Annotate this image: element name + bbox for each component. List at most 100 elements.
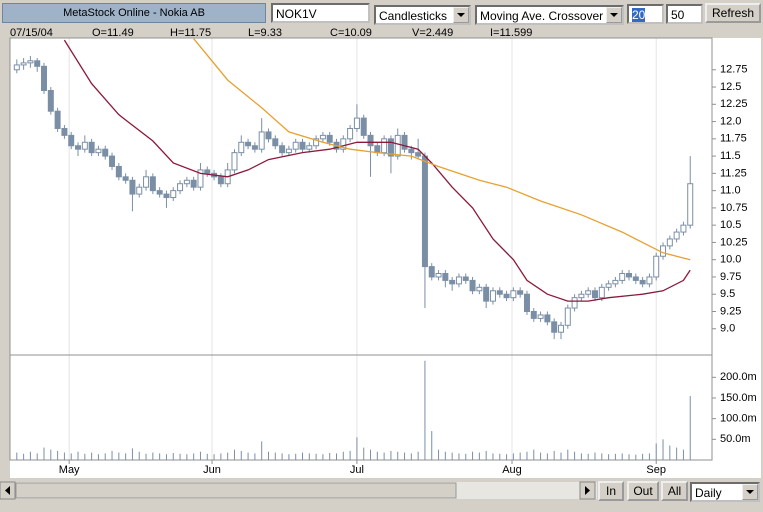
info-close: C=10.09 <box>330 27 372 39</box>
candle-body <box>632 276 639 281</box>
zoom-out-button[interactable]: Out <box>627 481 659 501</box>
zoom-all-button[interactable]: All <box>661 481 688 501</box>
candle-body <box>612 279 619 285</box>
candle-body <box>605 283 612 288</box>
y-tick-label: 10.0 <box>720 254 741 266</box>
candle-body <box>374 145 381 154</box>
y-tick-label: 9.5 <box>720 288 735 300</box>
zoom-in-button[interactable]: In <box>598 481 624 501</box>
candle-body <box>462 276 469 281</box>
arrow-icon <box>5 486 10 495</box>
candle-body <box>680 224 687 233</box>
candle-body <box>129 179 136 195</box>
selected-text: 20 <box>632 8 646 22</box>
plot-frame <box>9 37 713 461</box>
scrollbar-thumb[interactable] <box>15 482 457 499</box>
symbol-input[interactable]: NOK1V <box>271 3 370 23</box>
info-low: L=9.33 <box>248 27 282 39</box>
candle-body <box>163 193 170 199</box>
candle-body <box>455 276 462 285</box>
candle-body <box>503 293 510 299</box>
y-tick-label: 12.75 <box>720 64 748 76</box>
moving-average-line <box>63 39 691 302</box>
candle-body <box>435 273 442 278</box>
candle-body <box>530 310 537 319</box>
candle-body <box>319 134 326 140</box>
select-text: Moving Ave. Crossover <box>480 9 604 23</box>
candle-body <box>469 279 476 292</box>
candle-body <box>285 148 292 154</box>
candle-body <box>258 131 265 150</box>
candle-body <box>75 145 82 150</box>
candle-body <box>428 266 435 278</box>
candle-body <box>204 169 211 174</box>
y-tick-label: 11.5 <box>720 150 741 162</box>
candle-body <box>415 152 422 157</box>
candle-body <box>156 190 163 195</box>
candle-body <box>421 155 428 268</box>
candle-body <box>34 60 41 67</box>
chart-style-select[interactable]: Candlesticks <box>374 5 471 25</box>
chart-background <box>10 38 761 478</box>
candle-body <box>231 152 238 171</box>
arrow-icon <box>585 486 590 495</box>
select-text: Candlesticks <box>379 9 448 23</box>
candle-body <box>394 134 401 157</box>
x-tick-label: May <box>59 464 80 476</box>
candle-body <box>340 138 347 150</box>
candle-body <box>401 134 408 150</box>
y-tick-label: 10.25 <box>720 236 748 248</box>
refresh-button[interactable]: Refresh <box>705 3 761 23</box>
candle-body <box>523 293 530 312</box>
period-2-input[interactable]: 50 <box>666 4 703 24</box>
candle-body <box>496 290 503 295</box>
candle-body <box>347 127 354 140</box>
candle-body <box>299 141 306 150</box>
candle-body <box>109 155 116 167</box>
candle-body <box>489 290 496 302</box>
candle-body <box>81 141 88 150</box>
candle-body <box>68 134 75 147</box>
candle-body <box>170 190 177 199</box>
candle-body <box>510 290 517 299</box>
interval-select[interactable]: Daily <box>690 482 760 502</box>
candle-body <box>245 141 252 147</box>
y-tick-label: 12.25 <box>720 98 748 110</box>
x-tick-label: Aug <box>502 464 522 476</box>
candle-body <box>381 138 388 154</box>
candle-body <box>537 314 544 319</box>
candle-body <box>557 324 564 333</box>
candle-body <box>183 179 190 185</box>
candle-body <box>197 169 204 188</box>
volume-tick-label: 50.0m <box>720 433 751 445</box>
candle-body <box>122 176 129 181</box>
candle-body <box>292 141 299 150</box>
candle-body <box>238 141 245 154</box>
candle-body <box>626 273 633 278</box>
candle-body <box>20 62 27 66</box>
candle-body <box>442 273 449 281</box>
y-tick-label: 11.25 <box>720 167 747 179</box>
candle-body <box>265 131 272 140</box>
candle-body <box>47 89 54 112</box>
y-tick-label: 11.0 <box>720 185 741 197</box>
candle-body <box>177 183 184 192</box>
candle-body <box>54 110 61 129</box>
volume-tick-label: 100.0m <box>720 413 757 425</box>
candle-body <box>687 183 694 226</box>
x-tick-label: Jun <box>203 464 221 476</box>
candle-body <box>279 145 286 154</box>
candle-body <box>571 297 578 309</box>
candle-body <box>578 293 585 299</box>
y-tick-label: 9.25 <box>720 305 741 317</box>
candle-body <box>673 231 680 240</box>
x-tick-label: Jul <box>350 464 364 476</box>
candle-body <box>306 145 313 150</box>
candle-body <box>353 117 360 129</box>
indicator-select[interactable]: Moving Ave. Crossover <box>475 5 624 25</box>
period-1-input[interactable]: 20 <box>627 4 664 24</box>
candle-body <box>449 279 456 285</box>
candle-body <box>660 245 667 257</box>
y-tick-label: 10.75 <box>720 202 748 214</box>
